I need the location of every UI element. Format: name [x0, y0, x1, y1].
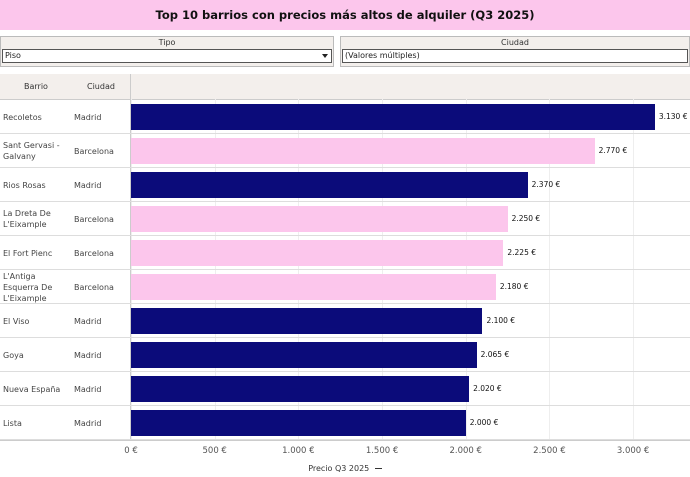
- ciudad-cell: Madrid: [74, 180, 102, 190]
- table-row: [0, 134, 690, 168]
- table-row: [0, 406, 690, 440]
- barrio-cell: Goya: [3, 350, 24, 360]
- bar: [131, 342, 477, 368]
- bar: [131, 172, 528, 198]
- barrio-cell: Nueva España: [3, 384, 61, 394]
- filter-label: Ciudad: [501, 38, 529, 47]
- bar: [131, 274, 496, 300]
- barrio-cell: Sant Gervasi - Galvany: [3, 141, 60, 161]
- bar: [131, 308, 483, 334]
- table-row: [0, 338, 690, 372]
- x-axis-title-text: Precio Q3 2025: [308, 464, 370, 473]
- barrio-cell: La Dreta De L'Eixample: [3, 209, 51, 229]
- column-header: Ciudad: [87, 82, 115, 91]
- value-label: 2.020 €: [473, 384, 502, 393]
- barrio-cell: Rios Rosas: [3, 180, 46, 190]
- value-label: 2.100 €: [486, 316, 516, 325]
- barrio-cell: Recoletos: [3, 112, 42, 122]
- axis-line: [0, 440, 690, 441]
- axis-line: [130, 74, 131, 440]
- filter-dropdown[interactable]: Piso: [2, 49, 332, 63]
- bar: [131, 240, 504, 266]
- bar: [131, 138, 595, 164]
- table-row: [0, 372, 690, 406]
- bar: [131, 376, 470, 402]
- value-label: 2.250 €: [511, 214, 541, 223]
- table-row: [0, 202, 690, 236]
- x-tick-label: 500 €: [202, 446, 227, 456]
- barrio-cell: L'Antiga Esquerra De L'Eixample: [3, 271, 53, 303]
- ciudad-cell: Madrid: [74, 112, 102, 122]
- sort-icon[interactable]: [374, 468, 382, 469]
- ciudad-cell: Barcelona: [74, 248, 114, 258]
- table-row: [0, 304, 690, 338]
- value-label: 3.130 €: [658, 112, 688, 121]
- x-tick-label: 3.000 €: [616, 446, 650, 456]
- filter-value: Piso: [5, 51, 21, 60]
- table-row: [0, 168, 690, 202]
- x-tick-label: 2.000 €: [449, 446, 482, 456]
- ciudad-cell: Madrid: [74, 384, 102, 394]
- value-label: 2.370 €: [531, 180, 561, 189]
- table-row: [0, 236, 690, 270]
- value-label: 2.065 €: [480, 350, 510, 359]
- ciudad-cell: Madrid: [74, 350, 102, 360]
- x-axis-title: Precio Q3 2025: [0, 464, 690, 473]
- value-label: 2.180 €: [499, 282, 529, 291]
- ciudad-cell: Barcelona: [74, 282, 114, 292]
- header-band: [0, 0, 690, 30]
- ciudad-cell: Barcelona: [74, 146, 114, 156]
- ciudad-cell: Madrid: [74, 418, 102, 428]
- filter-box: Tipo Piso: [0, 36, 334, 67]
- ciudad-cell: Barcelona: [74, 214, 114, 224]
- bar: [131, 206, 508, 232]
- x-tick-label: 0 €: [124, 446, 138, 456]
- value-label: 2.000 €: [469, 418, 499, 427]
- filter-label: Tipo: [158, 38, 176, 47]
- filter-value: (Valores múltiples): [345, 51, 420, 60]
- x-tick-label: 1.000 €: [282, 446, 315, 456]
- table-row: [0, 100, 690, 134]
- value-label: 2.225 €: [507, 248, 537, 257]
- table-row: [0, 270, 690, 304]
- filter-box: Ciudad (Valores múltiples): [340, 36, 690, 67]
- table-header: [0, 74, 690, 100]
- x-tick-label: 2.500 €: [533, 446, 566, 456]
- barrio-cell: El Fort Pienc: [3, 248, 53, 258]
- value-label: 2.770 €: [598, 146, 628, 155]
- barrio-cell: El Viso: [3, 316, 30, 326]
- bar: [131, 104, 655, 130]
- column-header: Barrio: [24, 82, 48, 91]
- barrio-cell: Lista: [3, 418, 22, 428]
- chart-title: Top 10 barrios con precios más altos de …: [155, 8, 535, 22]
- bar: [131, 410, 466, 436]
- ciudad-cell: Madrid: [74, 316, 102, 326]
- filter-dropdown[interactable]: (Valores múltiples): [342, 49, 688, 63]
- x-tick-label: 1.500 €: [365, 446, 399, 456]
